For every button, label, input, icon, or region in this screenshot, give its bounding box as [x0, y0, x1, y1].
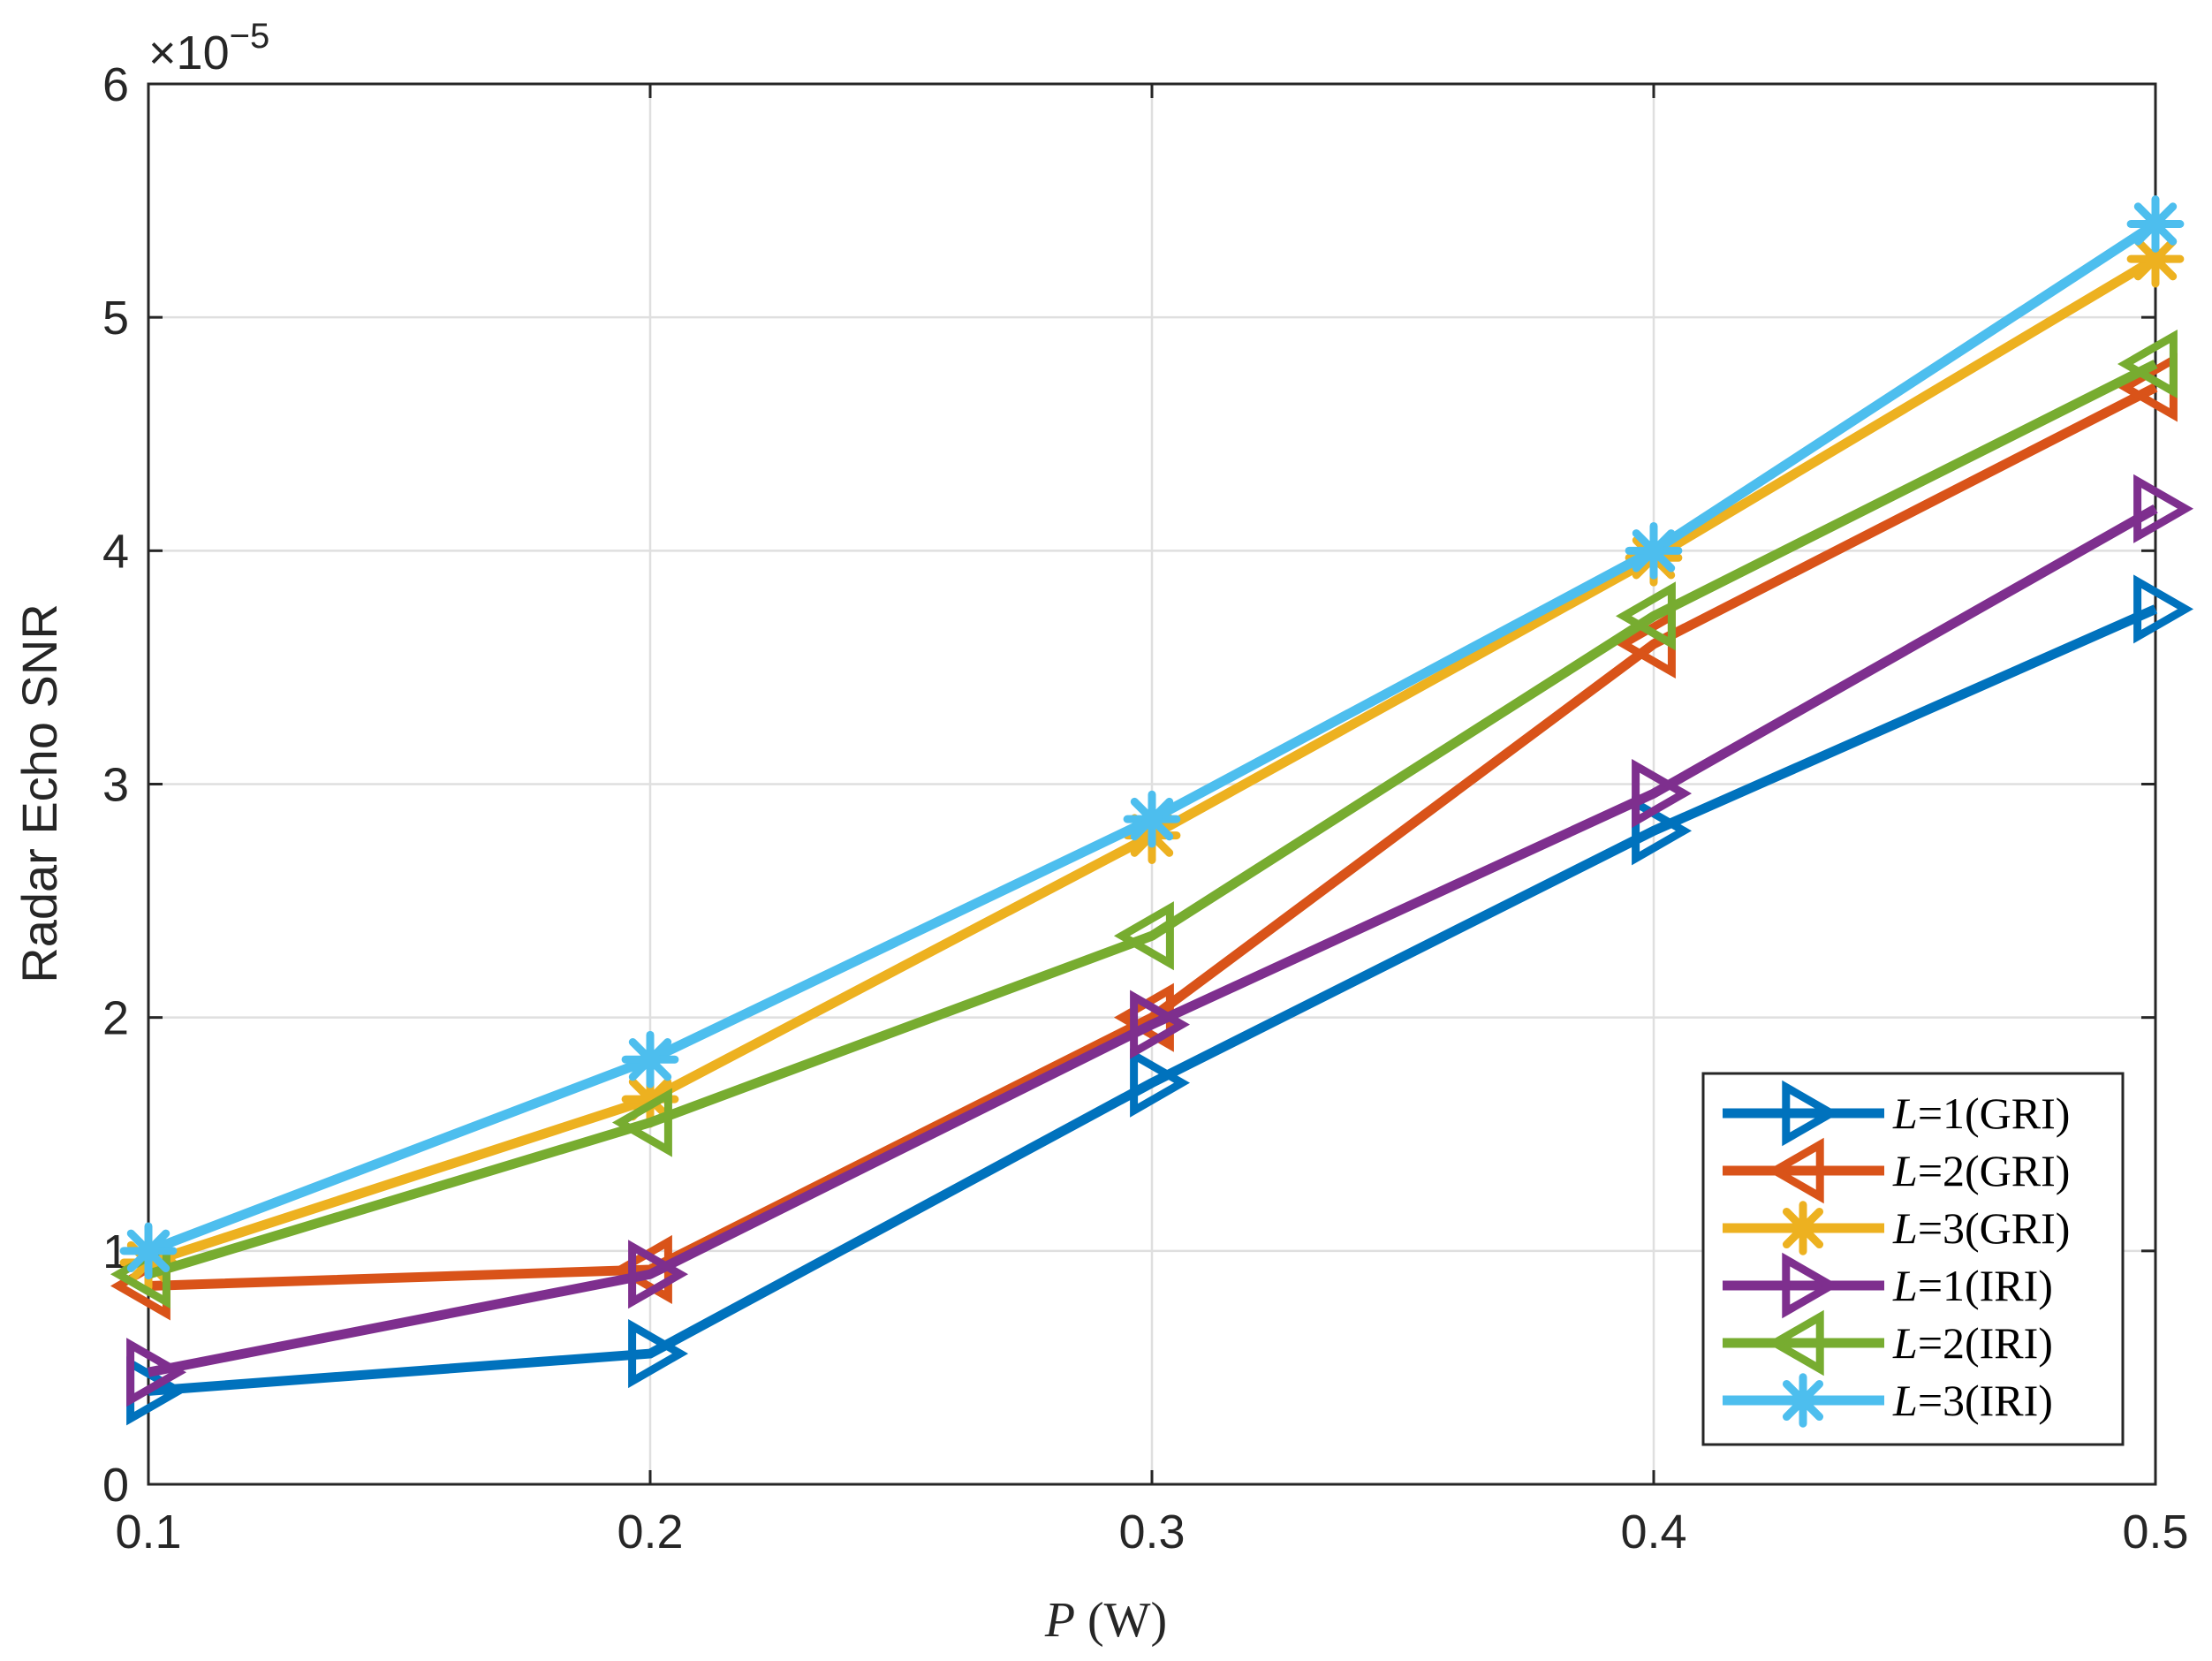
- data-point: [621, 1030, 679, 1088]
- legend-item: L=2(GRI): [1723, 1137, 2070, 1204]
- data-point: [1625, 521, 1683, 580]
- marker-center: [1792, 1217, 1814, 1239]
- x-tick-label: 0.4: [1620, 1506, 1686, 1559]
- data-point: [2133, 474, 2194, 543]
- legend-label: L=1(GRI): [1892, 1088, 2070, 1138]
- data-point: [2126, 195, 2185, 253]
- y-tick-label: 6: [102, 58, 129, 111]
- x-tick-label: 0.5: [2122, 1506, 2188, 1559]
- data-point: [126, 1338, 187, 1407]
- y-axis-title: Radar Echo SNR: [11, 603, 67, 983]
- data-point: [628, 1319, 689, 1389]
- legend-label: L=2(GRI): [1892, 1146, 2070, 1195]
- legend-marker: [1766, 1309, 1824, 1377]
- legend-label: L=2(IRI): [1892, 1318, 2053, 1368]
- series-line: [147, 504, 2158, 1377]
- marker-center: [2145, 248, 2166, 270]
- series-layer: [110, 195, 2194, 1426]
- legend-item: L=3(IRI): [1723, 1373, 2053, 1428]
- legend-marker: [1782, 1080, 1840, 1147]
- legend-label: L=3(GRI): [1892, 1203, 2070, 1253]
- legend-item: L=2(IRI): [1723, 1309, 2053, 1377]
- legend-box: [1701, 1072, 2125, 1446]
- legend-marker: [1766, 1137, 1824, 1204]
- y-exponent-label: ×10−5: [148, 17, 269, 80]
- marker-center: [1792, 1390, 1814, 1411]
- legend-item: L=1(IRI): [1723, 1252, 2053, 1319]
- series-line: [148, 604, 2158, 1396]
- marker-center: [138, 1240, 159, 1262]
- data-point: [2133, 574, 2194, 644]
- legend-marker: [1776, 1201, 1830, 1255]
- x-tick-label: 0.3: [1118, 1506, 1185, 1559]
- legend-label: L=3(IRI): [1892, 1376, 2053, 1425]
- data-point: [1130, 1048, 1191, 1118]
- series-L=3(IRI): [119, 195, 2185, 1280]
- y-tick-label: 0: [102, 1459, 129, 1512]
- data-point: [1632, 796, 1693, 866]
- data-point: [611, 1088, 672, 1157]
- data-point: [1130, 990, 1191, 1059]
- y-tick-label: 2: [102, 992, 129, 1045]
- data-point: [1632, 759, 1693, 829]
- marker-center: [1643, 540, 1664, 562]
- y-tick-label: 5: [102, 292, 129, 345]
- series-line: [148, 383, 2158, 1291]
- axes: [147, 82, 2157, 1486]
- data-point: [2117, 329, 2178, 399]
- y-tick-label: 3: [102, 759, 129, 812]
- legend-item: L=1(GRI): [1723, 1080, 2070, 1147]
- x-tick-label: 0.2: [617, 1506, 683, 1559]
- series-L=1(GRI): [126, 574, 2194, 1426]
- data-point: [628, 1240, 689, 1309]
- legend-marker: [1776, 1373, 1830, 1428]
- marker-center: [1141, 808, 1163, 830]
- legend-item: L=3(GRI): [1723, 1201, 2070, 1255]
- data-point: [1615, 581, 1676, 651]
- legend-label: L=1(IRI): [1892, 1261, 2053, 1310]
- data-point: [1113, 901, 1174, 971]
- x-axis-title: P (W): [1044, 1593, 1167, 1648]
- x-tick-label: 0.1: [115, 1506, 181, 1559]
- data-point: [1123, 790, 1181, 848]
- series-L=1(IRI): [126, 474, 2194, 1407]
- marker-center: [2145, 213, 2166, 235]
- data-point: [119, 1222, 178, 1280]
- series-line: [147, 360, 2158, 1279]
- legend: L=1(GRI) L=2(GRI) L=3(GRI) L=1(IRI) L=2(IRI)…: [1701, 1072, 2125, 1446]
- legend-marker: [1782, 1252, 1840, 1319]
- y-tick-label: 4: [102, 525, 129, 578]
- marker-center: [640, 1049, 661, 1071]
